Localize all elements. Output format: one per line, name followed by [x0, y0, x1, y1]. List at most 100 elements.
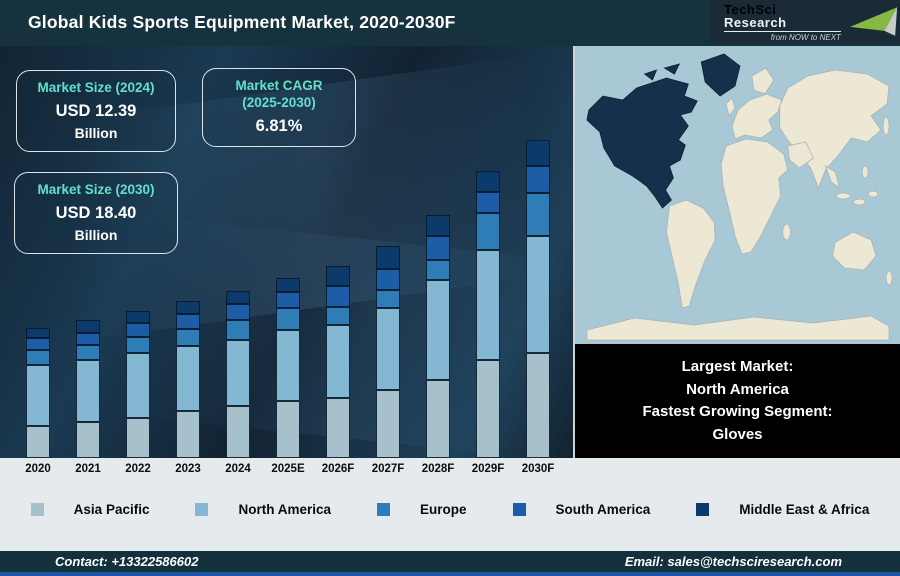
legend-swatch — [30, 503, 44, 516]
legend-swatch — [696, 503, 710, 516]
bar-2024 — [226, 291, 250, 458]
bar-2022 — [126, 311, 150, 458]
x-tick-label: 2027F — [371, 463, 405, 475]
bar-segment-asia-pacific — [76, 422, 100, 458]
bar-segment-south-america — [526, 166, 550, 193]
legend-label: South America — [555, 502, 651, 517]
x-tick-label: 2020 — [25, 463, 51, 475]
bar-segment-north-america — [376, 308, 400, 390]
bar-2023 — [176, 301, 200, 458]
email-text: Email: sales@techsciresearch.com — [624, 554, 842, 569]
kpi-suffix: Billion — [74, 124, 118, 141]
bar-segment-europe — [226, 320, 250, 340]
x-tick-label: 2023 — [175, 463, 201, 475]
bar-segment-europe — [326, 307, 350, 325]
bar-segment-europe — [526, 193, 550, 236]
bar-segment-middle-east-africa — [376, 246, 400, 269]
bar-segment-europe — [76, 345, 100, 360]
kpi-box-market-size-2024: Market Size (2024) USD 12.39 Billion — [16, 70, 176, 152]
kpi-suffix: Billion — [74, 226, 118, 243]
highlight-line: North America — [686, 380, 789, 398]
north-america-highlight — [586, 53, 741, 209]
bar-segment-middle-east-africa — [476, 171, 500, 192]
bar-segment-south-america — [326, 286, 350, 307]
highlight-line: Fastest Growing Segment: — [642, 403, 833, 420]
bar-segment-south-america — [76, 333, 100, 345]
bar-segment-europe — [476, 213, 500, 250]
bar-segment-south-america — [126, 323, 150, 337]
x-axis-labels: 2020 2021 2022 2023 2024 2025E 2026F 2027F 2028F… — [0, 463, 573, 479]
logo-brand-secondary: Research — [724, 14, 787, 30]
bar-segment-north-america — [476, 250, 500, 360]
bar-2030F — [526, 140, 550, 458]
highlight-line: Largest Market: — [681, 358, 794, 375]
bar-segment-asia-pacific — [376, 390, 400, 458]
bar-segment-europe — [176, 329, 200, 346]
legend-item: Asia Pacific — [30, 502, 149, 517]
bar-segment-north-america — [426, 280, 450, 380]
bar-segment-north-america — [176, 346, 200, 411]
bar-segment-asia-pacific — [176, 411, 200, 458]
highlight-line: Gloves — [712, 425, 763, 443]
bar-segment-north-america — [226, 340, 250, 406]
legend-swatch — [195, 503, 209, 516]
logo-tagline: from NOW to NEXT — [770, 32, 841, 42]
x-tick-label: 2022 — [125, 463, 151, 475]
legend-item: South America — [512, 502, 651, 517]
chart-panel: Market Size (2024) USD 12.39 Billion Mar… — [0, 46, 573, 458]
bar-segment-asia-pacific — [126, 418, 150, 458]
x-tick-label: 2029F — [471, 463, 505, 475]
bar-2021 — [76, 320, 100, 458]
bar-segment-middle-east-africa — [76, 320, 100, 333]
legend-label: Middle East & Africa — [739, 502, 870, 517]
bar-segment-middle-east-africa — [276, 278, 300, 292]
kpi-value: 6.81% — [255, 116, 303, 135]
bar-segment-middle-east-africa — [526, 140, 550, 166]
x-tick-label: 2021 — [75, 463, 101, 475]
right-panel: Largest Market: North America Fastest Gr… — [573, 46, 900, 458]
bar-segment-south-america — [476, 192, 500, 213]
kpi-label: Market Size (2024) — [37, 80, 155, 95]
x-tick-label: 2024 — [225, 463, 251, 475]
bar-2026F — [326, 266, 350, 458]
legend-label: Europe — [420, 502, 467, 517]
bar-segment-asia-pacific — [26, 426, 50, 458]
legend-item: Middle East & Africa — [696, 502, 869, 517]
x-tick-label: 2030F — [521, 463, 555, 475]
stacked-bar-chart — [0, 46, 573, 458]
bar-segment-north-america — [26, 365, 50, 426]
bar-2029F — [476, 171, 500, 458]
bar-segment-asia-pacific — [226, 406, 250, 458]
bar-segment-middle-east-africa — [26, 328, 50, 338]
bar-segment-asia-pacific — [526, 353, 550, 458]
kpi-value: USD 12.39 — [55, 101, 137, 120]
kpi-value: USD 18.40 — [55, 203, 137, 222]
chart-legend: Asia Pacific North America Europe South Ame… — [0, 502, 900, 517]
bar-segment-south-america — [276, 292, 300, 308]
bar-segment-europe — [426, 260, 450, 280]
bar-segment-middle-east-africa — [426, 215, 450, 236]
techsci-logo: TechSci Research from NOW to NEXT — [710, 0, 900, 44]
legend-label: North America — [238, 502, 331, 517]
kpi-label: Market CAGR (2025-2030) — [235, 78, 323, 110]
bar-segment-europe — [126, 337, 150, 353]
bottom-band: 2020 2021 2022 2023 2024 2025E 2026F 2027F 2028F… — [0, 458, 900, 551]
bar-segment-europe — [26, 350, 50, 365]
logo-text: TechSci Research from NOW to NEXT — [724, 3, 841, 42]
bar-segment-middle-east-africa — [176, 301, 200, 314]
bar-segment-north-america — [326, 325, 350, 398]
footer-bar: Contact: +13322586602 Email: sales@techs… — [0, 551, 900, 572]
bar-segment-north-america — [76, 360, 100, 422]
legend-item: Europe — [377, 502, 467, 517]
bar-segment-asia-pacific — [326, 398, 350, 458]
x-tick-label: 2026F — [321, 463, 355, 475]
page-title: Global Kids Sports Equipment Market, 202… — [28, 12, 456, 32]
bar-2027F — [376, 246, 400, 458]
bar-2020 — [26, 328, 50, 458]
logo-brand-primary: TechSci — [724, 1, 777, 17]
x-tick-label: 2025E — [271, 463, 305, 475]
bar-segment-south-america — [26, 338, 50, 350]
bar-segment-north-america — [126, 353, 150, 418]
legend-swatch — [512, 503, 526, 516]
bar-segment-middle-east-africa — [326, 266, 350, 286]
